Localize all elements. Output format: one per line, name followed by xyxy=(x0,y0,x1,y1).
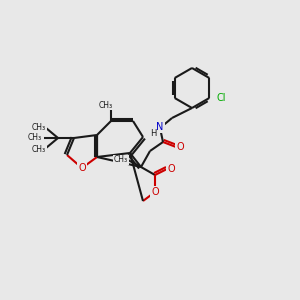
Text: CH₃: CH₃ xyxy=(32,145,46,154)
Text: CH₃: CH₃ xyxy=(28,134,42,142)
Text: CH₃: CH₃ xyxy=(99,100,113,109)
Text: O: O xyxy=(167,164,175,174)
Text: O: O xyxy=(151,187,159,197)
Text: N: N xyxy=(156,122,164,132)
Text: CH₃: CH₃ xyxy=(114,155,128,164)
Text: Cl: Cl xyxy=(217,93,226,103)
Text: H: H xyxy=(150,128,156,137)
Text: O: O xyxy=(176,142,184,152)
Text: O: O xyxy=(78,163,86,173)
Text: CH₃: CH₃ xyxy=(32,122,46,131)
